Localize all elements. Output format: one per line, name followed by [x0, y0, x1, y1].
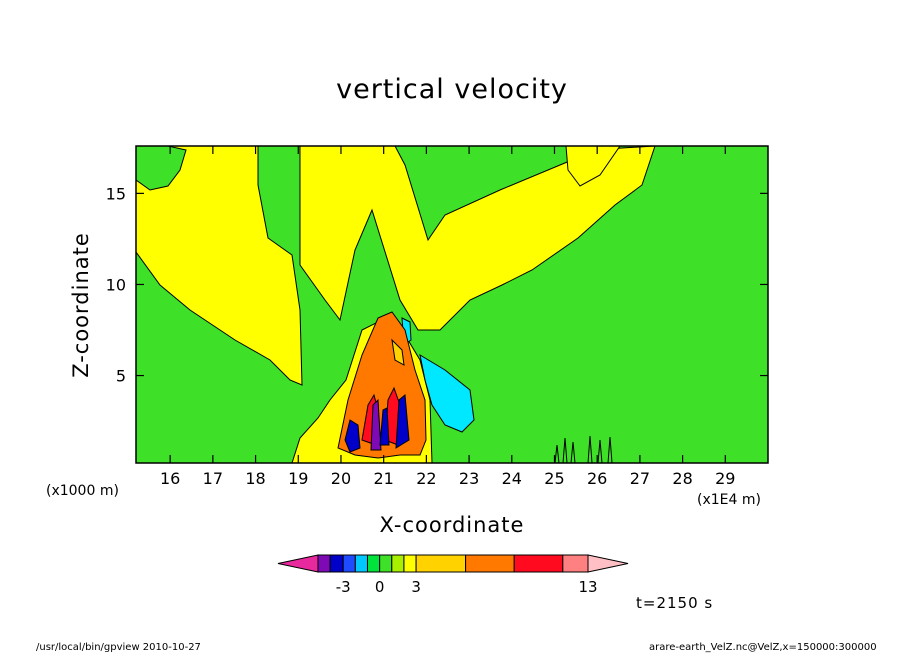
- colorbar: -3 0 3 13: [277, 554, 629, 596]
- colorbar-box: [465, 554, 515, 573]
- colorbar-box: [342, 554, 356, 573]
- downdraft-right: [419, 353, 475, 433]
- x-axis-label: X-coordinate: [379, 513, 525, 537]
- updraft-inner-yellow: [391, 338, 405, 366]
- chart-title: vertical velocity: [336, 74, 568, 105]
- y-tick-label: 5: [116, 367, 126, 386]
- colorbar-box: [513, 554, 564, 573]
- colorbar-tick-label: 0: [375, 578, 385, 596]
- y-axis-label: Z-coordinate: [69, 232, 93, 378]
- colorbar-overflow: [587, 554, 629, 573]
- colorbar-tick-label: 3: [411, 578, 421, 596]
- yellow-band-right: [565, 146, 621, 187]
- downdraft-blue-3: [379, 407, 390, 446]
- footer-right: arare-earth_VelZ.nc@VelZ,x=150000:300000: [649, 642, 877, 653]
- x-axis: 16 17 18 19 20 21 22 23 24 25 26 27 28 29: [160, 146, 735, 488]
- x-tick-label: 19: [288, 469, 308, 488]
- yellow-band-left: [136, 146, 303, 386]
- y-axis: 5 10 15: [106, 184, 768, 386]
- x-tick-label: 20: [331, 469, 351, 488]
- x-tick-label: 16: [160, 469, 180, 488]
- y-axis-multiplier: (x1000 m): [46, 483, 119, 499]
- colorbar-box: [562, 554, 589, 573]
- colorbar-box: [403, 554, 417, 573]
- plot-frame: [135, 145, 769, 464]
- colorbar-box: [366, 554, 381, 573]
- x-tick-label: 25: [544, 469, 564, 488]
- x-tick-label: 17: [203, 469, 223, 488]
- yellow-band-mid: [299, 146, 656, 331]
- x-tick-label: 28: [672, 469, 692, 488]
- x-tick-label: 26: [587, 469, 607, 488]
- y-tick-label: 10: [106, 275, 126, 294]
- colorbar-box: [354, 554, 368, 573]
- x-tick-label: 18: [245, 469, 265, 488]
- colorbar-box: [379, 554, 393, 573]
- colorbar-underflow: [277, 554, 319, 573]
- x-tick-label: 29: [715, 469, 735, 488]
- colorbar-box: [317, 554, 331, 573]
- contour-field: [136, 146, 768, 463]
- downdraft-blue-4: [395, 394, 410, 449]
- colorbar-tick-label: 13: [578, 578, 597, 596]
- footer-left: /usr/local/bin/gpview 2010-10-27: [36, 642, 201, 653]
- downdraft-blue-2: [370, 398, 382, 451]
- surface-wiggles: [554, 435, 613, 463]
- colorbar-tick-label: -3: [336, 578, 351, 596]
- y-tick-label: 15: [106, 184, 126, 203]
- x-axis-multiplier: (x1E4 m): [697, 492, 761, 508]
- downdraft-blue-1: [344, 419, 361, 453]
- x-tick-label: 24: [502, 469, 522, 488]
- colorbar-box: [329, 554, 344, 573]
- x-tick-label: 21: [373, 469, 393, 488]
- x-tick-label: 27: [630, 469, 650, 488]
- colorbar-box: [391, 554, 405, 573]
- x-tick-label: 22: [416, 469, 436, 488]
- time-annotation: t=2150 s: [636, 594, 714, 612]
- x-tick-label: 23: [459, 469, 479, 488]
- colorbar-box: [415, 554, 467, 573]
